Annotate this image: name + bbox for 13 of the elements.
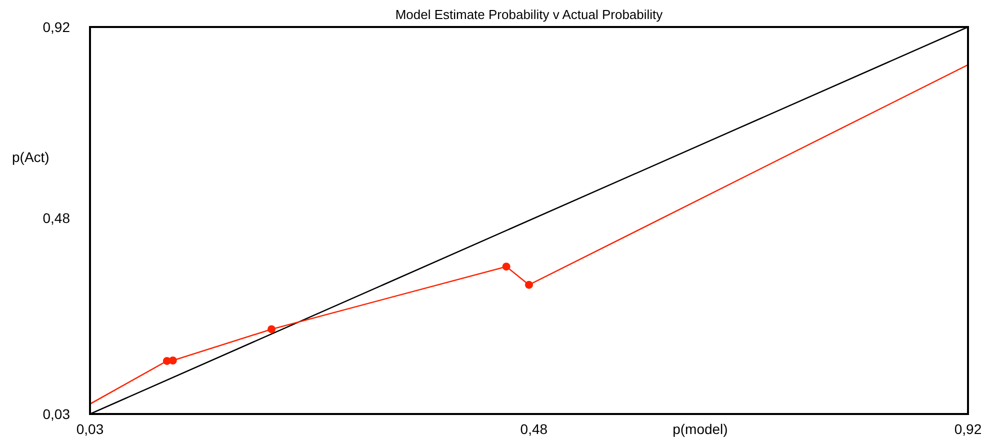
y-axis-title: p(Act) <box>12 149 50 165</box>
x-tick-label: 0,48 <box>520 421 548 437</box>
point <box>168 356 177 365</box>
x-tick-label: 0,03 <box>76 421 104 437</box>
y-tick-label: 0,48 <box>42 210 70 226</box>
y-tick-label: 0,92 <box>42 18 70 35</box>
y-tick-label: 0,03 <box>42 406 70 422</box>
point <box>525 280 533 289</box>
x-axis-title: p(model) <box>672 421 728 437</box>
point <box>268 325 276 334</box>
x-tick-label: 0,92 <box>954 421 982 437</box>
point <box>502 262 510 271</box>
chart-title: Model Estimate Probability v Actual Probability <box>395 7 664 22</box>
